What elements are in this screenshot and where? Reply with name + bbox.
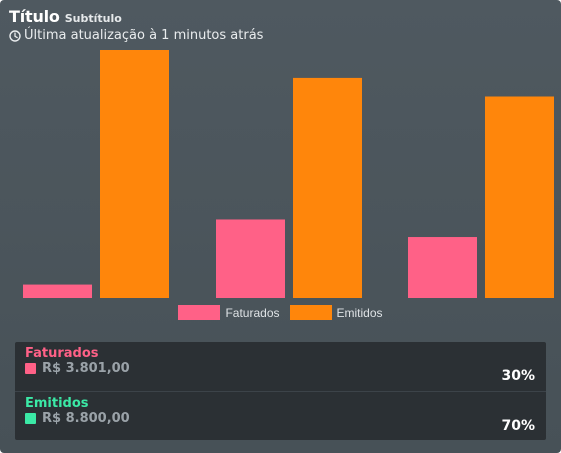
chart-legend: Faturados Emitidos — [0, 305, 561, 320]
summary-row-emitidos: Emitidos R$ 8.800,00 70% — [15, 391, 546, 440]
summary-value: R$ 3.801,00 — [42, 361, 130, 376]
summary-value-row: R$ 8.800,00 — [25, 411, 130, 426]
legend-swatch-faturados — [178, 305, 221, 320]
summary-label: Faturados — [25, 346, 99, 361]
summary-value: R$ 8.800,00 — [42, 411, 130, 426]
legend-label-emitidos: Emitidos — [336, 305, 383, 320]
clock-icon — [9, 29, 21, 42]
legend-swatch-emitidos — [289, 305, 332, 320]
bar-chart — [23, 50, 554, 299]
card-title: Título — [9, 7, 60, 26]
legend-item-faturados[interactable]: Faturados — [178, 305, 280, 320]
summary-value-row: R$ 3.801,00 — [25, 361, 130, 376]
last-updated-text: Última atualização à 1 minutos atrás — [24, 28, 264, 43]
last-updated: Última atualização à 1 minutos atrás — [9, 28, 551, 43]
legend-item-emitidos[interactable]: Emitidos — [289, 305, 383, 320]
bar-faturados-3[interactable] — [408, 237, 477, 298]
summary-row-faturados: Faturados R$ 3.801,00 30% — [15, 342, 546, 391]
summary-swatch — [25, 363, 36, 374]
bar-emitidos-2[interactable] — [293, 77, 362, 299]
card-header: Título Subtítulo Última atualização à 1 … — [9, 7, 551, 43]
summary-swatch — [25, 413, 36, 424]
summary-percent: 30% — [501, 368, 535, 384]
summary-label: Emitidos — [25, 396, 89, 411]
card-subtitle: Subtítulo — [64, 12, 122, 25]
bar-emitidos-1[interactable] — [100, 50, 169, 298]
summary-panel: Faturados R$ 3.801,00 30% Emitidos R$ 8.… — [15, 342, 546, 440]
bar-faturados-2[interactable] — [216, 219, 285, 298]
bar-emitidos-3[interactable] — [485, 96, 554, 299]
title-row: Título Subtítulo — [9, 7, 551, 26]
legend-label-faturados: Faturados — [225, 305, 280, 320]
summary-percent: 70% — [501, 418, 535, 434]
bar-faturados-1[interactable] — [23, 284, 92, 298]
